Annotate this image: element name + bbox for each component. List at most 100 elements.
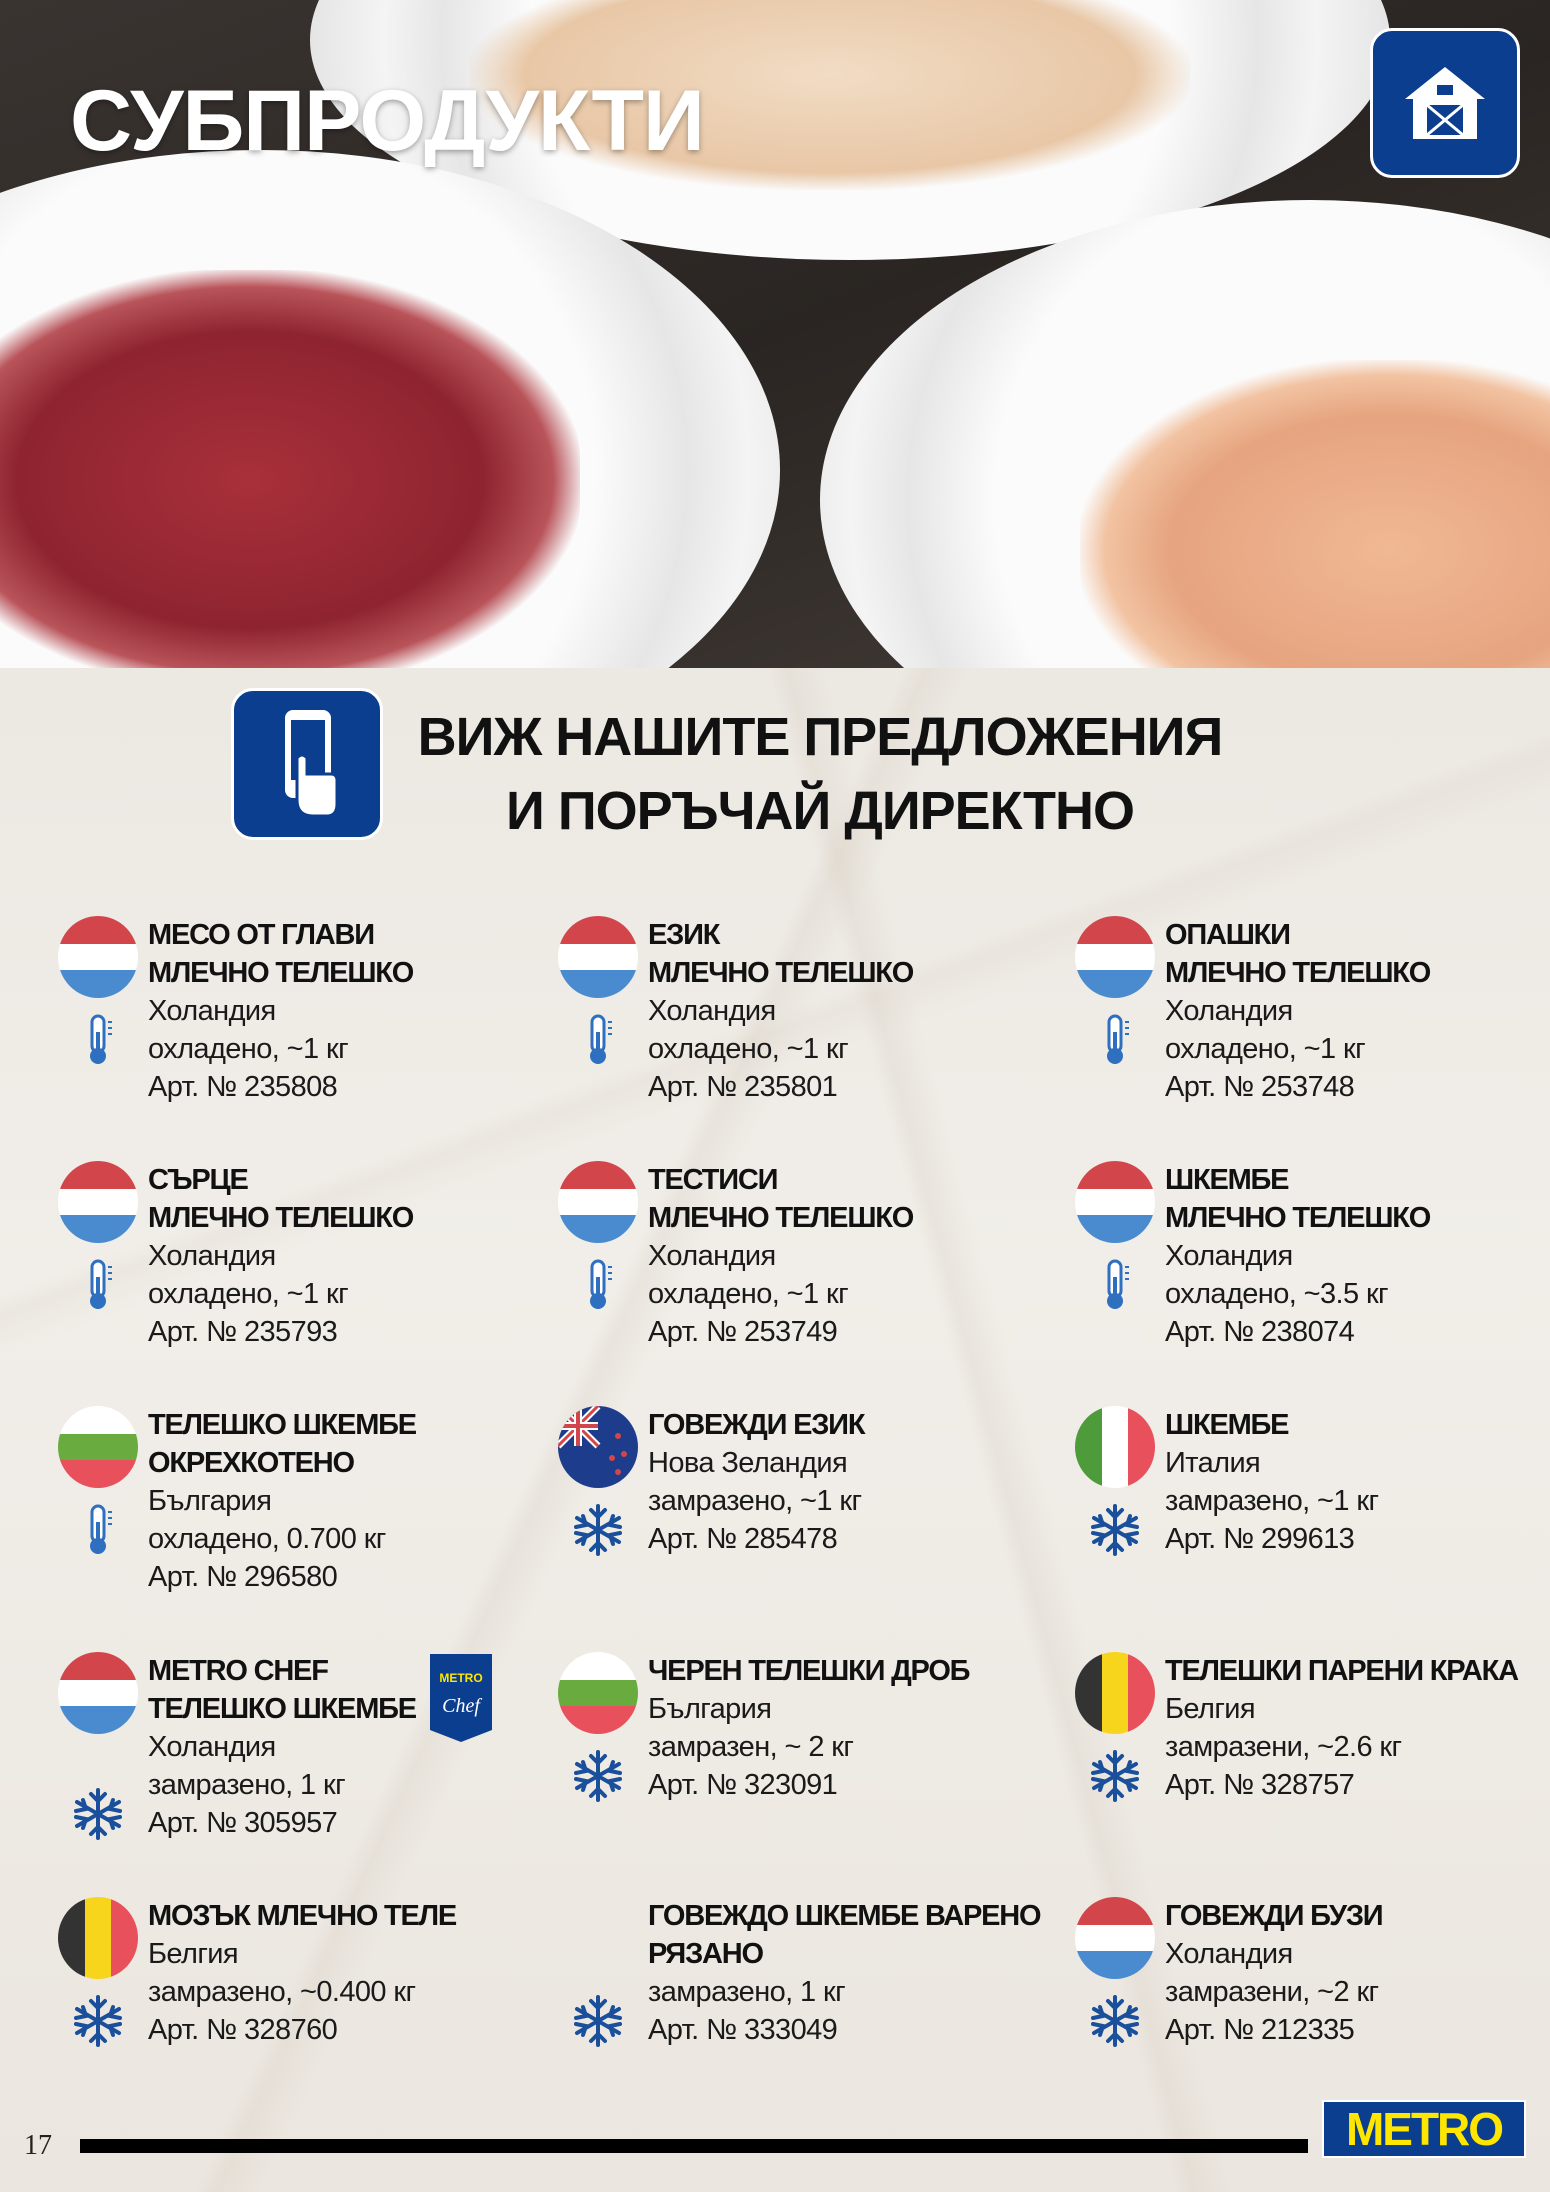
hero-photo: [0, 0, 1550, 668]
promo-line-1: ВИЖ НАШИТЕ ПРЕДЛОЖЕНИЯ: [417, 707, 1224, 767]
product-text: МОЗЪК МЛЕЧНО ТЕЛЕ Белгия замразено, ~0.400…: [148, 1897, 457, 2049]
product-text: ШКЕМБЕ Италия замразено, ~1 кг Арт. № 29961…: [1165, 1406, 1379, 1558]
thermometer-icon: [70, 1012, 126, 1068]
flag-nl-icon: [1075, 916, 1155, 998]
product-text: ТЕЛЕШКИ ПАРЕНИ КРАКА Белгия замразени, ~2.…: [1165, 1652, 1519, 1804]
product-origin: Холандия: [148, 995, 276, 1027]
snowflake-icon: [1087, 1748, 1143, 1804]
product-article-number: Арт. № 235808: [148, 1071, 338, 1103]
product-article-number: Арт. № 328760: [148, 2014, 338, 2046]
metro-chef-badge: METRO Chef: [430, 1654, 492, 1742]
product-text: ЧЕРЕН ТЕЛЕШКИ ДРОБ България замразен, ~ 2 …: [648, 1652, 971, 1804]
product-title: ТЕСТИСИ: [648, 1164, 778, 1196]
product-text: METRO CHEF ТЕЛЕШКО ШКЕМБЕ Холандия замразен…: [148, 1652, 417, 1842]
product-state: охладено, ~3.5 кг: [1165, 1278, 1389, 1310]
page-number: 17: [24, 2130, 52, 2161]
flag-it-icon: [1075, 1406, 1155, 1488]
thermometer-icon: [1087, 1012, 1143, 1068]
promo-line-2: И ПОРЪЧАЙ ДИРЕКТНО: [506, 781, 1135, 841]
product-origin: България: [648, 1693, 772, 1725]
product-title: ТЕЛЕШКО ШКЕМБЕ: [148, 1693, 417, 1725]
product-origin: Холандия: [648, 995, 776, 1027]
badge-bottom: Chef: [442, 1695, 482, 1717]
product-title: ШКЕМБЕ: [1165, 1409, 1290, 1441]
product-title: МЛЕЧНО ТЕЛЕШКО: [1165, 1202, 1431, 1234]
product-title: СЪРЦЕ: [148, 1164, 249, 1196]
product-text: МЕСО ОТ ГЛАВИ МЛЕЧНО ТЕЛЕШКО Холандия охлад…: [148, 916, 414, 1106]
product-text: ГОВЕЖДО ШКЕМБЕ ВАРЕНО РЯЗАНО замразено, 1 …: [648, 1897, 1042, 2049]
product-title: МЛЕЧНО ТЕЛЕШКО: [1165, 957, 1431, 989]
product-title: METRO CHEF: [148, 1655, 329, 1687]
thermometer-icon: [570, 1012, 626, 1068]
product-origin: Италия: [1165, 1447, 1261, 1479]
product-text: ШКЕМБЕ МЛЕЧНО ТЕЛЕШКО Холандия охладено, ~3…: [1165, 1161, 1431, 1351]
product-state: замразени, ~2.6 кг: [1165, 1731, 1402, 1763]
product-card: ОПАШКИ МЛЕЧНО ТЕЛЕШКО Холандия охладено, ~1…: [1075, 916, 1550, 1146]
product-article-number: Арт. № 323091: [648, 1769, 838, 1801]
product-state: замразено, ~0.400 кг: [148, 1976, 416, 2008]
product-article-number: Арт. № 235801: [648, 1071, 838, 1103]
product-article-number: Арт. № 328757: [1165, 1769, 1355, 1801]
footer-bar: [80, 2139, 1308, 2153]
flag-nz-icon: [558, 1406, 638, 1488]
product-state: замразено, ~1 кг: [648, 1485, 862, 1517]
product-card: ШКЕМБЕ Италия замразено, ~1 кг Арт. № 29961…: [1075, 1406, 1550, 1636]
product-title: ГОВЕЖДИ БУЗИ: [1165, 1900, 1384, 1932]
product-text: ЕЗИК МЛЕЧНО ТЕЛЕШКО Холандия охладено, ~1 к…: [648, 916, 914, 1106]
product-card: МЕСО ОТ ГЛАВИ МЛЕЧНО ТЕЛЕШКО Холандия охлад…: [58, 916, 538, 1146]
snowflake-icon: [70, 1786, 126, 1842]
thermometer-icon: [70, 1502, 126, 1558]
product-state: замразено, 1 кг: [648, 1976, 846, 2008]
product-text: ТЕЛЕШКО ШКЕМБЕ ОКРЕХКОТЕНО България охладен…: [148, 1406, 417, 1596]
flag-be-icon: [1075, 1652, 1155, 1734]
product-article-number: Арт. № 253749: [648, 1316, 838, 1348]
product-origin: Нова Зеландия: [648, 1447, 848, 1479]
promo-heading: ВИЖ НАШИТЕ ПРЕДЛОЖЕНИЯ И ПОРЪЧАЙ ДИРЕКТН…: [400, 700, 1240, 848]
snowflake-icon: [70, 1993, 126, 2049]
product-state: охладено, ~1 кг: [148, 1278, 349, 1310]
product-title: МЛЕЧНО ТЕЛЕШКО: [648, 957, 914, 989]
product-title: РЯЗАНО: [648, 1938, 764, 1970]
product-article-number: Арт. № 238074: [1165, 1316, 1355, 1348]
product-card: МОЗЪК МЛЕЧНО ТЕЛЕ Белгия замразено, ~0.400…: [58, 1897, 538, 2127]
product-article-number: Арт. № 285478: [648, 1523, 838, 1555]
flag-nl-icon: [58, 1652, 138, 1734]
product-card: ГОВЕЖДИ ЕЗИК Нова Зеландия замразено, ~1 к…: [558, 1406, 1038, 1636]
flag-nl-icon: [58, 916, 138, 998]
flag-nl-icon: [58, 1161, 138, 1243]
product-card: ШКЕМБЕ МЛЕЧНО ТЕЛЕШКО Холандия охладено, ~3…: [1075, 1161, 1550, 1391]
product-origin: Холандия: [648, 1240, 776, 1272]
page-title: СУБПРОДУКТИ: [70, 73, 705, 169]
product-title: ШКЕМБЕ: [1165, 1164, 1290, 1196]
product-card: ГОВЕЖДИ БУЗИ Холандия замразени, ~2 кг Арт.…: [1075, 1897, 1550, 2127]
product-title: МОЗЪК МЛЕЧНО ТЕЛЕ: [148, 1900, 457, 1932]
product-title: МЕСО ОТ ГЛАВИ: [148, 919, 375, 951]
product-title: ТЕЛЕШКО ШКЕМБЕ: [148, 1409, 417, 1441]
thermometer-icon: [1087, 1257, 1143, 1313]
product-title: ТЕЛЕШКИ ПАРЕНИ КРАКА: [1165, 1655, 1519, 1687]
product-origin: Белгия: [148, 1938, 239, 1970]
phone-tap-icon: [231, 688, 383, 840]
badge-top: METRO: [439, 1671, 482, 1685]
product-card: ТЕСТИСИ МЛЕЧНО ТЕЛЕШКО Холандия охладено, ~…: [558, 1161, 1038, 1391]
product-article-number: Арт. № 235793: [148, 1316, 338, 1348]
product-state: охладено, ~1 кг: [648, 1278, 849, 1310]
snowflake-icon: [1087, 1502, 1143, 1558]
snowflake-icon: [570, 1993, 626, 2049]
product-origin: Холандия: [1165, 995, 1293, 1027]
product-title: ГОВЕЖДО ШКЕМБЕ ВАРЕНО: [648, 1900, 1042, 1932]
product-card: СЪРЦЕ МЛЕЧНО ТЕЛЕШКО Холандия охладено, ~1 …: [58, 1161, 538, 1391]
product-article-number: Арт. № 212335: [1165, 2014, 1355, 2046]
product-origin: Холандия: [148, 1240, 276, 1272]
flag-bg-icon: [58, 1406, 138, 1488]
product-state: охладено, ~1 кг: [148, 1033, 349, 1065]
product-state: замразен, ~ 2 кг: [648, 1731, 854, 1763]
flag-nl-icon: [558, 1161, 638, 1243]
product-text: ОПАШКИ МЛЕЧНО ТЕЛЕШКО Холандия охладено, ~1…: [1165, 916, 1431, 1106]
product-state: охладено, 0.700 кг: [148, 1523, 386, 1555]
product-card: ЧЕРЕН ТЕЛЕШКИ ДРОБ България замразен, ~ 2 …: [558, 1652, 1038, 1882]
product-state: замразени, ~2 кг: [1165, 1976, 1379, 2008]
snowflake-icon: [1087, 1993, 1143, 2049]
product-origin: Холандия: [148, 1731, 276, 1763]
flag-bg-icon: [558, 1652, 638, 1734]
